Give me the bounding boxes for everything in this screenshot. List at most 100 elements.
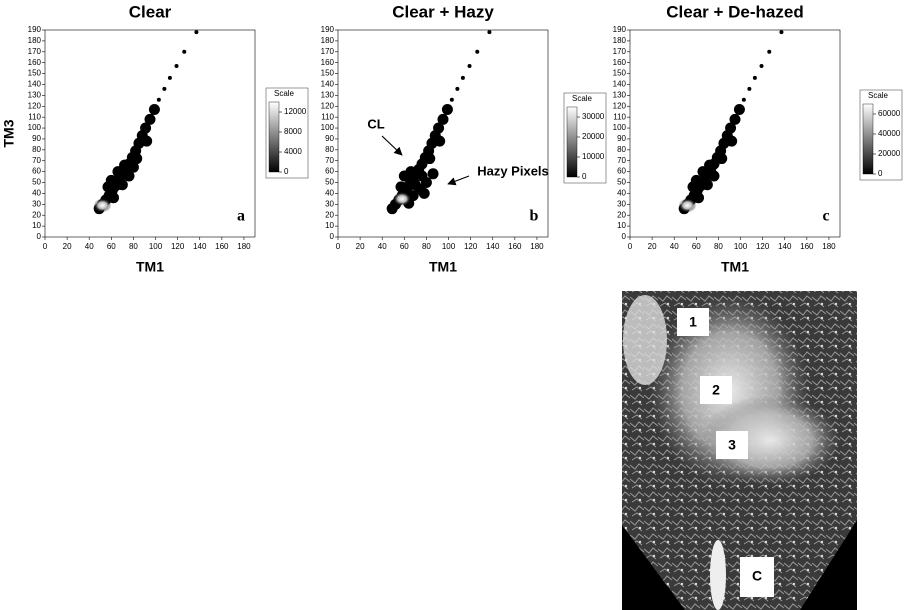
y-tick-label: 180	[28, 36, 42, 45]
density-point	[733, 104, 745, 116]
x-tick-label: 60	[400, 242, 409, 251]
density-point	[424, 153, 436, 165]
scale-bar	[268, 101, 280, 173]
scale-tick-label: 40000	[878, 129, 901, 138]
density-point	[131, 153, 143, 165]
y-tick-label: 50	[325, 178, 334, 187]
density-point	[140, 122, 152, 134]
density-point	[747, 86, 752, 91]
x-tick-label: 20	[63, 242, 72, 251]
y-tick-label: 80	[32, 145, 41, 154]
scale-tick-label: 30000	[582, 112, 605, 121]
density-point	[156, 97, 161, 102]
plot-frame	[44, 29, 256, 238]
density-point	[437, 113, 449, 125]
y-tick-label: 190	[28, 25, 42, 34]
x-tick-label: 0	[43, 242, 48, 251]
label-box	[677, 308, 709, 336]
density-point	[105, 174, 117, 186]
y-tick-label: 180	[613, 36, 627, 45]
y-tick-label: 90	[617, 134, 626, 143]
label-box	[716, 431, 748, 459]
density-point	[449, 97, 454, 102]
scale-tick-label: 20000	[878, 149, 901, 158]
scale-tick-label: 60000	[878, 109, 901, 118]
plot-frame	[629, 29, 841, 238]
y-tick-label: 80	[325, 145, 334, 154]
density-point	[174, 63, 179, 68]
y-tick-label: 40	[32, 189, 41, 198]
y-tick-label: 30	[617, 199, 626, 208]
image-label: 1	[689, 314, 697, 330]
y-tick-label: 170	[28, 47, 42, 56]
x-axis-label: TM1	[136, 259, 164, 275]
y-tick-label: 40	[617, 189, 626, 198]
scale-title: Scale	[868, 91, 889, 100]
y-tick-label: 130	[28, 90, 42, 99]
density-core	[93, 198, 112, 213]
snow	[710, 540, 726, 610]
x-tick-label: 140	[778, 242, 792, 251]
y-tick-label: 0	[622, 232, 627, 241]
density-point	[398, 170, 410, 182]
density-point	[141, 135, 153, 147]
y-tick-label: 140	[613, 80, 627, 89]
x-tick-label: 180	[822, 242, 836, 251]
no-data-corner	[800, 520, 857, 610]
density-point	[708, 170, 720, 182]
density-point	[729, 113, 741, 125]
panel-label: b	[530, 208, 539, 225]
y-tick-label: 20	[617, 210, 626, 219]
x-tick-label: 20	[356, 242, 365, 251]
y-tick-label: 30	[32, 199, 41, 208]
density-point	[716, 153, 728, 165]
density-point	[693, 192, 705, 204]
density-point	[779, 30, 784, 35]
density-point	[119, 159, 131, 171]
y-tick-label: 70	[617, 156, 626, 165]
x-tick-label: 0	[628, 242, 633, 251]
density-point	[725, 122, 737, 134]
y-tick-label: 10	[325, 221, 334, 230]
chart-title: Clear + Hazy	[392, 2, 494, 21]
scale-tick-label: 10000	[582, 152, 605, 161]
y-tick-label: 120	[613, 101, 627, 110]
annotation: CL	[367, 116, 384, 131]
y-tick-label: 10	[617, 221, 626, 230]
density-point	[167, 75, 172, 80]
panel-label: a	[237, 208, 245, 225]
x-tick-label: 160	[508, 242, 522, 251]
y-tick-label: 150	[321, 69, 335, 78]
plot-frame	[337, 29, 549, 238]
x-tick-label: 140	[193, 242, 207, 251]
image-label: 3	[728, 437, 736, 453]
density-point	[767, 49, 772, 54]
y-tick-label: 130	[613, 90, 627, 99]
y-tick-label: 100	[613, 123, 627, 132]
density-point	[395, 181, 407, 193]
density-point	[144, 113, 156, 125]
x-axis-label: TM1	[429, 259, 457, 275]
y-tick-label: 190	[613, 25, 627, 34]
scale-tick-label: 20000	[582, 132, 605, 141]
y-tick-label: 70	[325, 156, 334, 165]
x-tick-label: 80	[129, 242, 138, 251]
x-tick-label: 40	[85, 242, 94, 251]
y-tick-label: 100	[321, 123, 335, 132]
y-tick-label: 120	[321, 101, 335, 110]
y-tick-label: 140	[321, 80, 335, 89]
annotation-arrow	[447, 175, 470, 186]
satellite-image: 1 2 3 C	[622, 291, 857, 610]
density-point	[455, 86, 460, 91]
scale-tick-label: 0	[582, 172, 587, 181]
y-tick-label: 160	[613, 58, 627, 67]
y-tick-label: 180	[321, 36, 335, 45]
x-tick-label: 40	[378, 242, 387, 251]
y-tick-label: 0	[330, 232, 335, 241]
density-point	[162, 86, 167, 91]
y-tick-label: 160	[28, 58, 42, 67]
x-tick-label: 100	[734, 242, 748, 251]
y-axis-label: TM3	[1, 119, 17, 147]
annotation: Hazy Pixels	[477, 163, 549, 178]
